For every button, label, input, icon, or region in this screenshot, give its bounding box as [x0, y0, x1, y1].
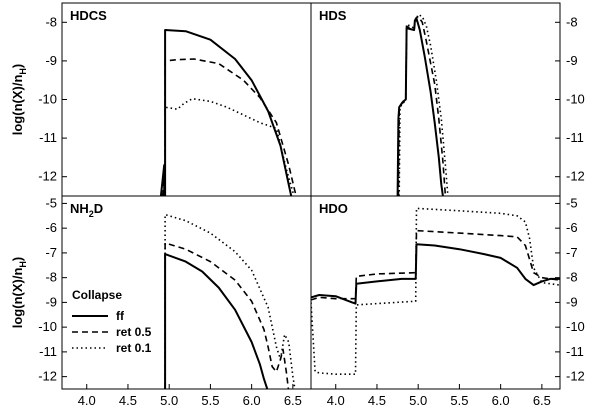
- y-tick-label: -10: [566, 319, 585, 334]
- x-tick-label: 5.0: [160, 393, 178, 408]
- y-tick-label: -6: [45, 220, 57, 235]
- x-tick-label: 6.5: [533, 393, 551, 408]
- series-group: [311, 207, 560, 375]
- x-tick-label: 6.0: [492, 393, 510, 408]
- y-tick-label: -12: [566, 169, 585, 184]
- legend: Collapse ff ret 0.5 ret 0.1: [72, 288, 152, 355]
- y-tick-label: -11: [566, 130, 584, 145]
- y-tick-label: -8: [566, 14, 578, 29]
- y-tick-label: -11: [39, 344, 57, 359]
- y-tick-label: -9: [45, 53, 57, 68]
- y-tick-label: -11: [39, 130, 57, 145]
- y-tick-label: -8: [45, 14, 57, 29]
- y-tick-label: -10: [38, 319, 57, 334]
- y-tick-label: -12: [38, 369, 57, 384]
- series-line-ff: [164, 253, 269, 389]
- panel-label: NH2D: [70, 201, 103, 219]
- x-tick-label: 5.0: [409, 393, 427, 408]
- series-group: [396, 13, 449, 196]
- legend-title: Collapse: [72, 288, 122, 302]
- y-tick-label: -9: [45, 294, 57, 309]
- x-tick-label: 4.0: [78, 393, 96, 408]
- y-tick-label: -11: [566, 344, 584, 359]
- panel-top-left: -8 -9 -10 -11 -12 HDCS log(n(X)/nH): [10, 2, 312, 197]
- y-tick-label: -9: [566, 53, 578, 68]
- legend-entry-label: ret 0.5: [116, 325, 152, 339]
- series-line-ret-0-1: [164, 213, 296, 389]
- y-tick-label: -7: [45, 245, 57, 260]
- y-tick-label: -5: [566, 195, 578, 210]
- y-tick-label: -9: [566, 294, 578, 309]
- y-axis-label: log(n(X)/nH): [10, 64, 28, 136]
- y-tick-label: -8: [566, 270, 578, 285]
- x-tick-label: 6.0: [243, 393, 261, 408]
- series-line-ret-0-5: [397, 15, 447, 196]
- panel-label-rest: D: [94, 201, 103, 216]
- y-tick-label: -5: [45, 195, 57, 210]
- y-axis-label-rest: ): [10, 64, 25, 68]
- x-tick-label: 6.5: [284, 393, 302, 408]
- x-tick-label: 4.5: [119, 393, 137, 408]
- panel-bottom-left: -5 -6 -7 -8 -9 -10 -11 -12 4.0 4.5 5.0 5.5 6.0 6.5 NH2…: [10, 195, 312, 408]
- series-line-ret-0-1: [311, 207, 560, 375]
- series-line-ret-0-5: [164, 242, 290, 389]
- x-tick-label: 4.0: [327, 393, 345, 408]
- y-tick-label: -10: [566, 92, 585, 107]
- series-group: [164, 213, 296, 389]
- y-tick-label: -7: [566, 245, 578, 260]
- series-line-ret-0-1: [398, 13, 449, 196]
- panel-label: HDO: [319, 201, 348, 216]
- panel-label: HDS: [319, 8, 347, 23]
- plot-layer: -8-9-10-11-12HDCSlog(n(X)/nH)-8-9-10-11-…: [10, 2, 585, 408]
- panel-label: HDCS: [70, 8, 107, 23]
- y-tick-label: -12: [38, 169, 57, 184]
- x-tick-label: 5.5: [450, 393, 468, 408]
- series-line-ret-0-5: [311, 229, 560, 301]
- series-group: [159, 29, 297, 196]
- panel-bottom-right: -5 -6 -7 -8 -9 -10 -11 -12 4.0 4.5 5.0 5.5 6.0 6.5 HDO: [310, 195, 585, 408]
- panel-frame: [310, 195, 561, 390]
- legend-entry-label: ff: [116, 309, 125, 323]
- panel-label-subscript: 2: [89, 209, 94, 219]
- y-axis-label-subscript: H: [18, 261, 28, 268]
- series-line-ret-0-1: [162, 97, 295, 196]
- y-tick-label: -10: [38, 92, 57, 107]
- x-tick-label: 5.5: [201, 393, 219, 408]
- y-axis-label: log(n(X)/nH): [10, 257, 28, 329]
- series-line-ff: [396, 17, 444, 196]
- y-tick-label: -8: [45, 270, 57, 285]
- y-axis-label-subscript: H: [18, 68, 28, 75]
- y-tick-label: -6: [566, 220, 578, 235]
- y-tick-label: -12: [566, 369, 585, 384]
- series-line-ff: [159, 29, 293, 196]
- y-axis-label-rest: ): [10, 257, 25, 261]
- legend-entry-label: ret 0.1: [116, 341, 152, 355]
- x-tick-label: 4.5: [368, 393, 386, 408]
- panel-frame: [310, 2, 561, 197]
- series-line-ret-0-5: [161, 58, 297, 196]
- panel-top-right: -8 -9 -10 -11 -12 HDS: [310, 2, 585, 197]
- series-line-ff: [311, 243, 560, 305]
